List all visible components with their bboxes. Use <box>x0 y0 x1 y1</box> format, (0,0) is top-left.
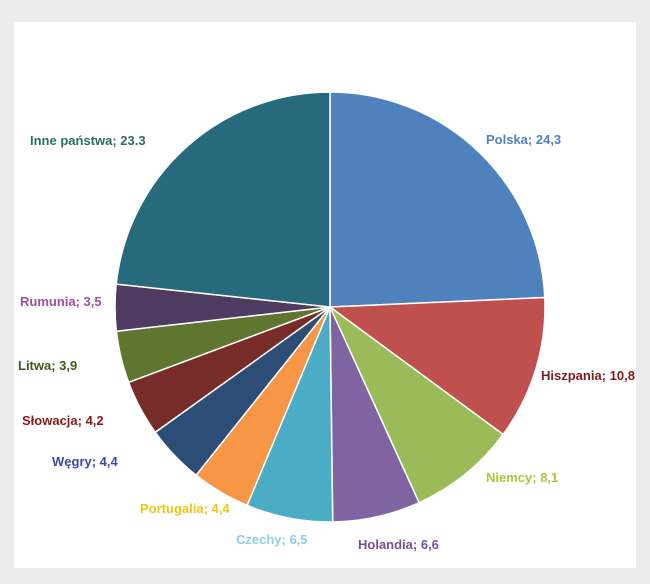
slice-label-8: Słowacja; 4,2 <box>22 413 104 428</box>
slice-label-9: Litwa; 3,9 <box>18 358 77 373</box>
chart-area: Polska; 24,3 Hiszpania; 10,8 Niemcy; 8,1 Ho… <box>14 22 636 568</box>
slice-label-3: Niemcy; 8,1 <box>486 470 558 485</box>
slice-label-7: Węgry; 4,4 <box>52 454 119 469</box>
slice-label-2: Hiszpania; 10,8 <box>541 368 635 383</box>
slice-label-5: Czechy; 6,5 <box>236 532 308 547</box>
pie-slice-2 <box>327 296 546 436</box>
pie-chart: Polska; 24,3 Hiszpania; 10,8 Niemcy; 8,1 Ho… <box>18 91 635 552</box>
slice-label-6: Portugalia; 4,4 <box>140 501 230 516</box>
slice-label-10: Rumunia; 3,5 <box>20 294 102 309</box>
pie-slice-1 <box>329 91 546 308</box>
pie-slice-3 <box>328 304 505 504</box>
slice-label-1: Polska; 24,3 <box>486 132 561 147</box>
slice-label-11: Inne państwa; 23.3 <box>30 133 146 148</box>
pie-slice-11 <box>115 91 331 308</box>
slice-label-4: Holandia; 6,6 <box>358 537 439 552</box>
